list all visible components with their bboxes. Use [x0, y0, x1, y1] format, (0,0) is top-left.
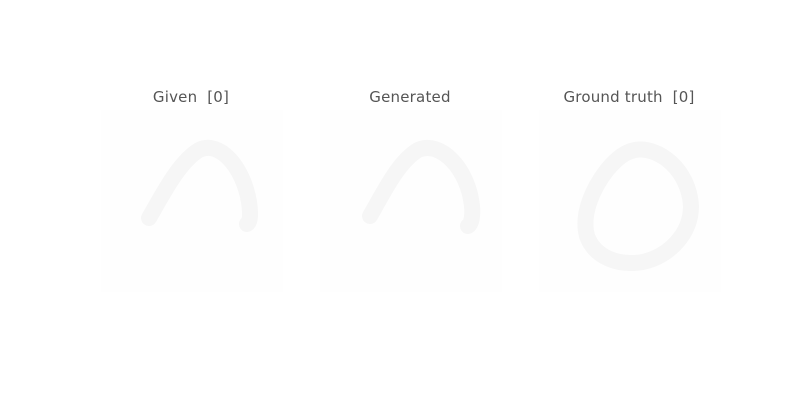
panel-title-given: Given [0]	[152, 88, 230, 106]
given-image	[101, 110, 283, 292]
ground-truth-image	[539, 110, 721, 292]
panel-title-generated: Generated	[369, 88, 451, 106]
generated-image	[320, 110, 502, 292]
ground-truth-stroke	[577, 141, 699, 271]
generated-stroke	[362, 140, 481, 234]
panel-title-ground-truth: Ground truth [0]	[563, 88, 695, 106]
given-stroke	[141, 140, 259, 232]
